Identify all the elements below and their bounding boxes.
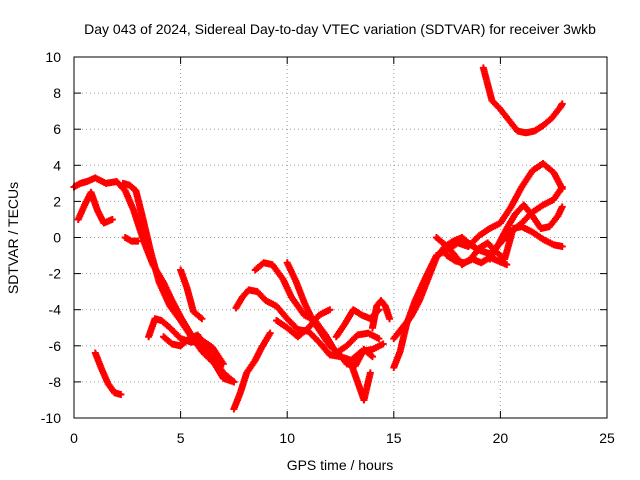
x-tick-labels: 0 5 10 15 20 25 (70, 430, 615, 446)
grid-lines (74, 57, 607, 418)
series-track (432, 223, 566, 269)
series-track (273, 306, 334, 341)
data-point (379, 340, 387, 348)
data-point (134, 237, 142, 245)
series-track (390, 183, 566, 343)
data-point (558, 203, 566, 211)
series-track (160, 331, 214, 353)
y-axis-label: SDTVAR / TECUs (5, 182, 21, 294)
x-tick-label: 0 (70, 430, 78, 446)
series-track (443, 252, 511, 269)
data-point (198, 315, 206, 323)
y-tick-label: 4 (53, 157, 61, 173)
data-points (70, 64, 566, 413)
y-tick-label: -8 (49, 374, 62, 390)
axis-ticks (73, 56, 608, 419)
x-tick-label: 25 (599, 430, 615, 446)
data-point (375, 335, 383, 343)
data-point (558, 183, 566, 191)
data-point (117, 391, 125, 399)
x-tick-label: 20 (493, 430, 509, 446)
data-point (266, 329, 274, 337)
series-track (121, 234, 142, 245)
data-point (230, 378, 238, 386)
x-tick-label: 10 (279, 430, 295, 446)
y-tick-label: -6 (49, 338, 62, 354)
data-point (206, 345, 214, 353)
data-point (366, 369, 374, 377)
series-track (486, 201, 566, 263)
series-track (74, 188, 116, 227)
data-point (386, 315, 394, 323)
y-tick-labels: -10 -8 -6 -4 -2 0 2 4 6 8 10 (41, 49, 61, 426)
x-tick-label: 15 (386, 430, 402, 446)
y-tick-label: -2 (49, 266, 62, 282)
series-track (368, 297, 394, 332)
y-tick-label: 2 (53, 193, 61, 209)
data-point (558, 243, 566, 251)
series-track (230, 329, 274, 413)
y-tick-label: 8 (53, 85, 61, 101)
series-track (177, 266, 206, 323)
x-tick-label: 5 (177, 430, 185, 446)
series-track (91, 349, 125, 399)
y-tick-label: -4 (49, 302, 62, 318)
series-track (347, 360, 374, 404)
y-tick-label: 6 (53, 121, 61, 137)
data-point (503, 261, 511, 269)
y-tick-label: -10 (41, 410, 61, 426)
series-track (119, 179, 238, 386)
x-axis-label: GPS time / hours (287, 457, 394, 473)
y-tick-label: 0 (53, 230, 61, 246)
chart-title: Day 043 of 2024, Sidereal Day-to-day VTE… (84, 21, 596, 37)
data-point (108, 215, 116, 223)
y-tick-label: 10 (45, 49, 61, 65)
data-point (219, 360, 227, 368)
data-point (558, 100, 566, 108)
data-point (368, 353, 376, 361)
data-point (326, 306, 334, 314)
data-point (205, 344, 213, 352)
series-track (479, 64, 566, 137)
